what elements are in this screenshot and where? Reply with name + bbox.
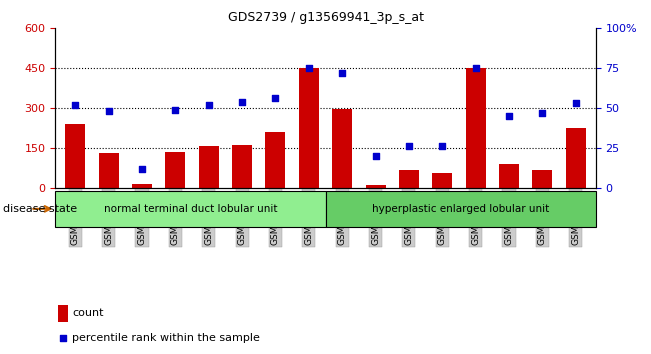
Point	[337, 70, 348, 76]
Bar	[533, 170, 552, 188]
Point	[170, 107, 180, 113]
Bar	[232, 145, 252, 188]
Point	[570, 101, 581, 106]
Bar	[499, 164, 519, 188]
Point	[303, 65, 314, 71]
Bar	[365, 185, 385, 188]
Bar	[432, 173, 452, 188]
Bar	[65, 124, 85, 188]
Point	[537, 110, 547, 116]
Point	[137, 166, 147, 171]
Text: normal terminal duct lobular unit: normal terminal duct lobular unit	[104, 204, 277, 214]
Text: hyperplastic enlarged lobular unit: hyperplastic enlarged lobular unit	[372, 204, 549, 214]
Point	[504, 113, 514, 119]
Point	[437, 143, 447, 149]
Point	[70, 102, 81, 108]
Bar	[266, 132, 286, 188]
Point	[270, 96, 281, 101]
Bar	[332, 109, 352, 188]
Text: count: count	[72, 308, 104, 318]
Bar	[299, 68, 319, 188]
Point	[370, 153, 381, 159]
Point	[404, 143, 414, 149]
Bar	[566, 128, 586, 188]
Point	[58, 335, 68, 341]
Bar	[199, 147, 219, 188]
Point	[204, 102, 214, 108]
Point	[471, 65, 481, 71]
Text: percentile rank within the sample: percentile rank within the sample	[72, 333, 260, 343]
Bar	[99, 153, 118, 188]
Bar	[132, 184, 152, 188]
Point	[237, 99, 247, 104]
Bar	[465, 68, 486, 188]
Bar	[55, 191, 325, 227]
Text: disease state: disease state	[3, 204, 77, 214]
Point	[104, 108, 114, 114]
Bar	[58, 304, 68, 322]
Bar	[399, 170, 419, 188]
Bar	[326, 191, 596, 227]
Bar	[165, 152, 186, 188]
Text: GDS2739 / g13569941_3p_s_at: GDS2739 / g13569941_3p_s_at	[227, 11, 424, 24]
